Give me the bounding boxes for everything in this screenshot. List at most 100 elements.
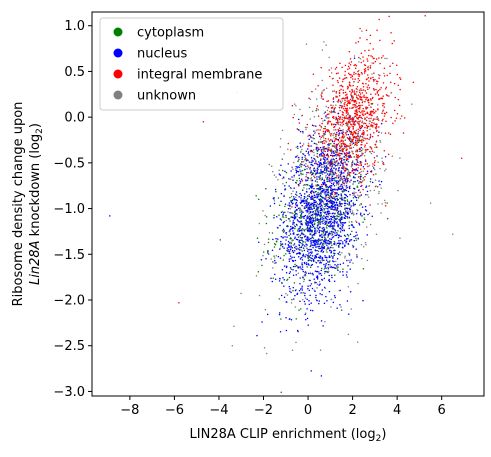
point-integral-membrane xyxy=(361,135,363,138)
point-nucleus xyxy=(310,187,313,189)
point-cytoplasm xyxy=(289,220,291,222)
point-unknown xyxy=(309,149,312,152)
point-integral-membrane xyxy=(345,122,347,125)
point-unknown xyxy=(377,117,379,120)
point-integral-membrane xyxy=(339,141,341,143)
point-unknown xyxy=(333,137,335,139)
point-cytoplasm xyxy=(282,215,284,217)
point-nucleus xyxy=(327,189,329,192)
point-integral-membrane xyxy=(320,66,322,69)
point-integral-membrane xyxy=(335,72,338,75)
point-integral-membrane xyxy=(338,89,341,92)
point-integral-membrane xyxy=(337,122,339,124)
point-nucleus xyxy=(279,257,282,259)
point-integral-membrane xyxy=(333,123,335,125)
point-integral-membrane xyxy=(331,139,333,142)
point-unknown xyxy=(330,306,332,308)
point-unknown xyxy=(304,297,307,299)
point-nucleus xyxy=(316,218,319,221)
point-nucleus xyxy=(347,152,349,154)
point-nucleus xyxy=(301,156,303,159)
point-cytoplasm xyxy=(299,211,301,213)
point-integral-membrane xyxy=(330,123,333,126)
point-nucleus xyxy=(308,208,311,211)
point-nucleus xyxy=(346,203,349,205)
point-integral-membrane xyxy=(362,112,364,114)
point-nucleus xyxy=(311,255,314,257)
point-integral-membrane xyxy=(337,118,339,120)
point-nucleus xyxy=(310,210,312,213)
point-nucleus xyxy=(318,230,321,232)
point-integral-membrane xyxy=(386,94,389,97)
point-cytoplasm xyxy=(360,174,362,176)
point-nucleus xyxy=(299,283,301,285)
point-nucleus xyxy=(315,201,318,203)
point-nucleus xyxy=(295,274,297,276)
point-nucleus xyxy=(316,276,319,279)
point-integral-membrane xyxy=(373,164,376,166)
point-unknown xyxy=(268,232,271,234)
point-cytoplasm xyxy=(325,231,327,233)
point-nucleus xyxy=(321,246,323,248)
point-nucleus xyxy=(331,260,334,262)
point-nucleus xyxy=(283,285,285,287)
point-cytoplasm xyxy=(255,194,257,197)
point-nucleus xyxy=(317,184,320,187)
point-nucleus xyxy=(321,151,323,154)
point-integral-membrane xyxy=(330,133,333,135)
point-nucleus xyxy=(366,234,369,236)
point-nucleus xyxy=(303,217,305,219)
point-nucleus xyxy=(296,252,299,255)
point-integral-membrane xyxy=(384,204,387,207)
point-nucleus xyxy=(295,270,297,272)
point-nucleus xyxy=(346,233,349,236)
point-nucleus xyxy=(319,187,322,189)
point-cytoplasm xyxy=(330,143,332,145)
point-nucleus xyxy=(340,212,342,214)
point-unknown xyxy=(344,77,346,80)
point-nucleus xyxy=(350,238,353,241)
point-nucleus xyxy=(316,196,319,199)
point-nucleus xyxy=(343,216,346,219)
point-integral-membrane xyxy=(352,78,354,80)
point-cytoplasm xyxy=(299,236,302,239)
point-unknown xyxy=(302,160,305,163)
point-nucleus xyxy=(291,199,294,202)
point-cytoplasm xyxy=(360,149,363,152)
point-integral-membrane xyxy=(356,143,358,145)
point-integral-membrane xyxy=(373,118,375,120)
point-unknown xyxy=(310,273,312,275)
point-cytoplasm xyxy=(311,234,314,237)
point-nucleus xyxy=(344,161,346,163)
point-nucleus xyxy=(328,255,331,257)
point-unknown xyxy=(339,224,342,227)
point-nucleus xyxy=(295,171,298,174)
point-unknown xyxy=(317,165,319,167)
point-unknown xyxy=(240,292,242,295)
point-nucleus xyxy=(290,257,292,260)
point-integral-membrane xyxy=(366,137,369,140)
point-integral-membrane xyxy=(361,121,363,124)
point-integral-membrane xyxy=(311,90,313,93)
point-integral-membrane xyxy=(344,74,346,76)
point-unknown xyxy=(338,117,340,120)
point-unknown xyxy=(342,130,344,133)
point-nucleus xyxy=(324,156,327,159)
point-unknown xyxy=(299,179,301,182)
point-cytoplasm xyxy=(285,181,288,184)
point-nucleus xyxy=(333,228,335,230)
point-integral-membrane xyxy=(402,132,405,134)
point-nucleus xyxy=(317,168,319,171)
point-cytoplasm xyxy=(305,199,308,201)
point-unknown xyxy=(383,72,385,75)
point-nucleus xyxy=(333,184,336,187)
point-integral-membrane xyxy=(347,117,349,120)
point-nucleus xyxy=(339,271,341,273)
point-nucleus xyxy=(316,167,319,170)
point-nucleus xyxy=(326,205,329,207)
point-nucleus xyxy=(297,129,300,131)
point-integral-membrane xyxy=(322,130,325,133)
point-unknown xyxy=(342,168,345,171)
point-nucleus xyxy=(304,154,306,157)
point-nucleus xyxy=(358,224,361,226)
